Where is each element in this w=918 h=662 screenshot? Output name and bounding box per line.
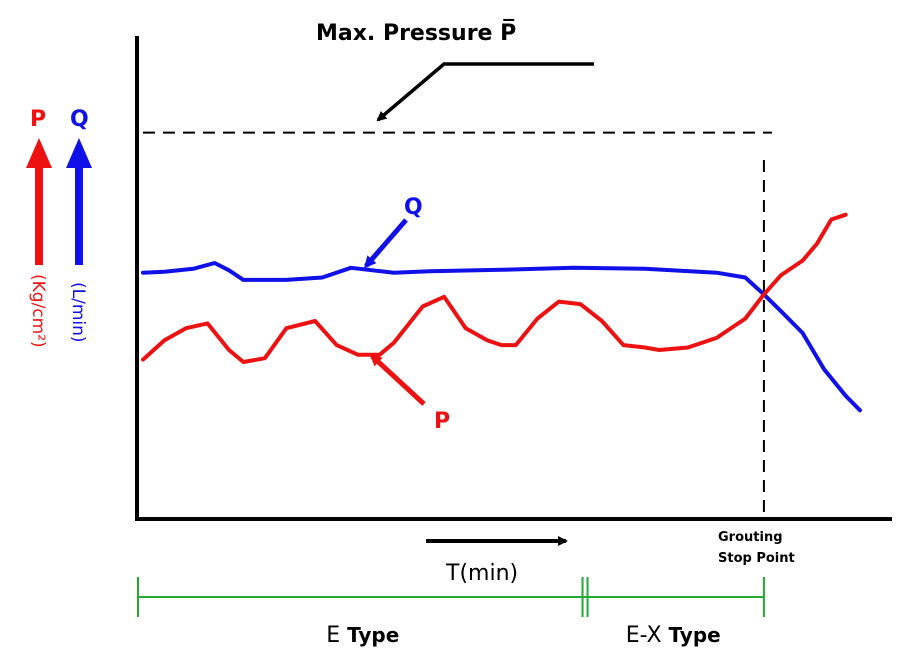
type-ranges: E Type E-X Type bbox=[137, 577, 765, 648]
p-series-line bbox=[141, 212, 848, 364]
q-axis-unit: (L/min) bbox=[68, 282, 88, 343]
q-axis-symbol: Q bbox=[70, 107, 89, 132]
p-up-arrow bbox=[26, 138, 52, 265]
stop-point-label-2: Stop Point bbox=[718, 551, 795, 566]
p-callout-arrow bbox=[369, 353, 426, 406]
range-label-1: E-X Type bbox=[626, 623, 721, 648]
stop-point-label-1: Grouting bbox=[718, 530, 783, 545]
x-axis-label: T(min) bbox=[445, 561, 518, 586]
p-axis-unit: (Kg/cm²) bbox=[28, 274, 48, 348]
q-up-arrow bbox=[66, 138, 92, 265]
q-callout-arrow bbox=[364, 218, 408, 269]
range-label-0: E Type bbox=[326, 623, 399, 648]
chart-title: Max. Pressure P̅ bbox=[316, 20, 516, 46]
q-callout-label: Q bbox=[404, 195, 423, 220]
p-callout-label: P bbox=[434, 409, 450, 434]
p-axis-symbol: P bbox=[30, 107, 46, 132]
title-callout-arrow bbox=[376, 62, 594, 122]
q-series-line bbox=[141, 261, 862, 413]
